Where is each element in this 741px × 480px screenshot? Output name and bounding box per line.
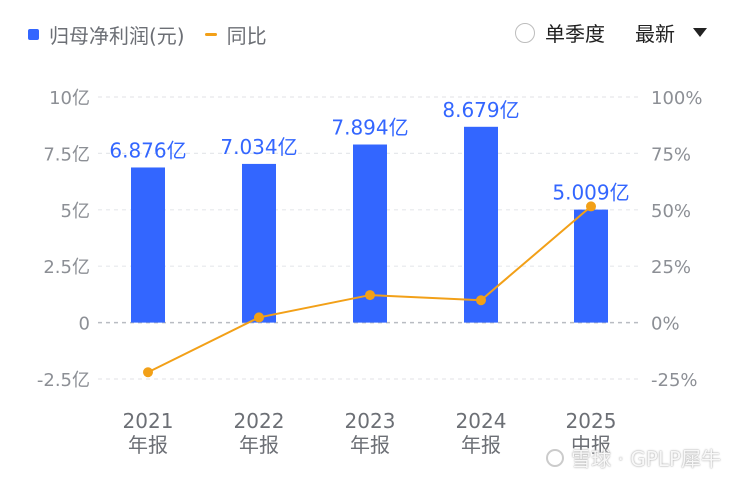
snowball-logo-icon xyxy=(546,448,565,467)
legend-line-swatch-icon xyxy=(204,33,217,36)
x-axis-tick-label: 2022 年报 xyxy=(234,409,285,457)
x-axis-tick-label: 2025 中报 xyxy=(566,409,617,457)
x-axis-tick-label-line: 2023 xyxy=(345,409,396,433)
right-axis-tick-label: 75% xyxy=(651,144,691,165)
right-axis-tick-label: 0% xyxy=(651,314,680,335)
legend-line[interactable]: 同比 xyxy=(204,20,267,49)
right-axis-tick-label: 50% xyxy=(651,201,691,222)
right-axis-tick-label: 25% xyxy=(651,257,691,278)
watermark: 雪球 · GPLP犀牛 xyxy=(546,443,721,472)
x-axis-tick-label-line: 中报 xyxy=(571,433,611,457)
left-axis-tick-label: -2.5亿 xyxy=(37,370,90,391)
legend-bars[interactable]: 归母净利润(元) xyxy=(28,20,185,49)
yoy-point xyxy=(143,367,153,378)
left-axis-tick-label: 0 xyxy=(79,314,90,335)
bar-value-label: 8.679亿 xyxy=(442,98,519,122)
chart-controls: 单季度 最新 xyxy=(515,18,707,47)
bar-value-label: 6.876亿 xyxy=(109,138,186,162)
x-axis-tick-label: 2024 年报 xyxy=(456,409,507,457)
chevron-down-icon xyxy=(693,28,707,37)
bar-value-label: 7.034亿 xyxy=(220,135,297,159)
x-axis-tick-label-line: 年报 xyxy=(239,433,279,457)
legend-bars-label: 归母净利润(元) xyxy=(49,24,185,48)
x-axis-tick-label-line: 年报 xyxy=(461,433,501,457)
left-axis-tick-label: 10亿 xyxy=(49,88,90,109)
x-axis-tick-label-line: 2022 xyxy=(234,409,285,433)
watermark-text: 雪球 · GPLP犀牛 xyxy=(571,447,721,471)
bar xyxy=(242,163,276,323)
x-axis-tick-label-line: 2021 xyxy=(123,409,174,433)
single-quarter-radio[interactable] xyxy=(515,22,535,43)
x-axis-tick-label-line: 年报 xyxy=(128,433,168,457)
bar xyxy=(574,209,608,323)
legend-line-label: 同比 xyxy=(226,24,267,48)
yoy-point xyxy=(586,201,596,212)
x-axis-tick-label: 2021 年报 xyxy=(123,409,174,457)
bar-value-label: 7.894亿 xyxy=(331,116,408,140)
single-quarter-label[interactable]: 单季度 xyxy=(545,22,605,46)
right-axis-tick-label: -25% xyxy=(651,370,698,391)
legend: 归母净利润(元) 同比 xyxy=(28,20,287,49)
bar xyxy=(131,167,165,323)
x-axis-tick-label: 2023 年报 xyxy=(345,409,396,457)
left-axis-tick-label: 7.5亿 xyxy=(43,144,90,165)
x-axis-tick-label-line: 年报 xyxy=(350,433,390,457)
bar-value-label: 5.009亿 xyxy=(552,181,629,205)
yoy-point xyxy=(365,290,375,301)
x-axis-tick-label-line: 2024 xyxy=(456,409,507,433)
yoy-point xyxy=(254,312,264,323)
left-axis-tick-label: 2.5亿 xyxy=(43,257,90,278)
legend-bar-swatch-icon xyxy=(28,29,39,40)
x-axis-tick-label-line: 2025 xyxy=(566,409,617,433)
range-dropdown-label: 最新 xyxy=(635,22,675,46)
bar xyxy=(464,126,498,323)
range-dropdown[interactable]: 最新 xyxy=(635,18,707,47)
right-axis-tick-label: 100% xyxy=(651,88,702,109)
left-axis-tick-label: 5亿 xyxy=(61,201,90,222)
yoy-point xyxy=(476,295,486,306)
